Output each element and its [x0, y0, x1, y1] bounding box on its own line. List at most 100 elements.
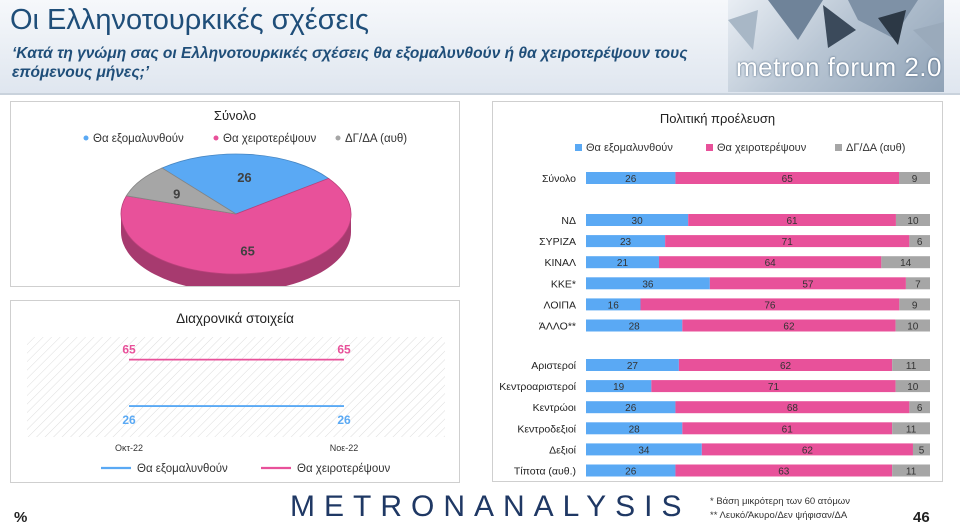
row-label: Κεντροδεξιοί [517, 423, 576, 435]
bar-segment-dk [899, 172, 930, 184]
bar-segment-worsen [688, 214, 896, 226]
bar-value-label: 5 [919, 445, 925, 456]
pie-label-dk: 9 [173, 186, 180, 201]
bar-row: ΝΔ 30 61 10 [561, 214, 930, 227]
bar-segment-improve [586, 464, 676, 477]
bar-value-label: 11 [906, 361, 917, 372]
bar-value-label: 26 [625, 174, 637, 185]
pie-slice-improve [161, 153, 330, 215]
bar-value-label: 34 [638, 445, 650, 456]
bar-segment-worsen [709, 277, 906, 290]
bar-segment-improve [586, 359, 679, 371]
bar-segment-worsen [651, 380, 896, 393]
plot-area [27, 337, 445, 437]
bar-value-label: 11 [906, 467, 917, 478]
bar-row: ΆΛΛΟ** 28 62 10 [539, 319, 930, 333]
row-label: ΛΟΙΠΑ [544, 299, 576, 311]
row-label: Κεντρώοι [533, 402, 577, 414]
legend-label-worsen: Θα χειροτερέψουν [223, 133, 317, 145]
bar-segment-dk [895, 319, 930, 332]
legend-label-worsen: Θα χειροτερέψουν [717, 142, 807, 154]
line-label-improve: 26 [122, 413, 136, 427]
logo-text: metron forum 2.0 [736, 52, 942, 82]
bar-segment-dk [899, 298, 930, 311]
bar-value-label: 9 [912, 174, 918, 185]
bar-segment-dk [912, 443, 930, 456]
legend-label-improve: Θα εξομαλυνθούν [93, 133, 184, 145]
bar-value-label: 10 [907, 382, 919, 393]
pie-legend: Θα εξομαλυνθούν Θα χειροτερέψουν ΔΓ/ΔΑ (… [83, 133, 407, 145]
page-subtitle: ‘Κατά τη γνώμη σας οι Ελληνοτουρκικές σχ… [12, 45, 688, 81]
bar-segment-improve [586, 422, 683, 435]
bar-row: Κεντρώοι 26 68 6 [533, 401, 930, 414]
bar-row: ΣΥΡΙΖΑ 23 71 6 [539, 235, 930, 248]
bar-value-label: 26 [625, 403, 637, 414]
bar-segment-dk [909, 401, 930, 414]
legend-label-improve: Θα εξομαλυνθούν [586, 142, 673, 154]
bar-row: Αριστεροί 27 62 11 [531, 359, 930, 372]
bar-value-label: 11 [906, 424, 917, 435]
header-divider [0, 93, 960, 95]
bar-segment-dk [881, 256, 930, 269]
bar-value-label: 6 [917, 237, 923, 248]
political-origin-panel: Πολιτική προέλευση Θα εξομαλυνθούν Θα χε… [492, 101, 943, 482]
bar-value-label: 68 [787, 403, 799, 414]
trend-line-chart: 26 26 65 65 Οκτ-22 Νοε-22 Θα εξομαλυνθούν Θα … [27, 337, 445, 475]
stacked-bar-chart: Θα εξομαλυνθούν Θα χειροτερέψουν ΔΓ/ΔΑ (… [499, 142, 930, 478]
pie-panel: Σύνολο Θα εξομαλυνθούν Θα χειροτερέψουν … [10, 101, 460, 287]
bar-value-label: 16 [608, 300, 620, 311]
bar-segment-dk [895, 214, 930, 226]
bar-segment-worsen [665, 235, 910, 248]
bar-segment-dk [909, 235, 930, 248]
bar-segment-improve [586, 298, 641, 311]
percent-sign: % [14, 509, 28, 526]
pie-chart: Θα εξομαλυνθούν Θα χειροτερέψουν ΔΓ/ΔΑ (… [83, 133, 407, 286]
bar-value-label: 61 [782, 424, 794, 435]
bar-value-label: 7 [915, 279, 921, 290]
row-label: ΣΥΡΙΖΑ [539, 236, 576, 248]
bar-value-label: 30 [632, 216, 644, 227]
legend-label-worsen: Θα χειροτερέψουν [297, 463, 391, 475]
bar-segment-worsen [678, 359, 893, 371]
metronanalysis-logo: METRONANALYSIS [290, 490, 691, 523]
bar-segment-improve [586, 172, 676, 184]
bar-value-label: 62 [802, 445, 814, 456]
bar-value-label: 63 [778, 467, 790, 478]
legend-swatch-improve [575, 144, 582, 151]
trend-legend: Θα εξομαλυνθούν Θα χειροτερέψουν [101, 463, 391, 475]
bar-value-label: 19 [613, 382, 625, 393]
bar-segment-improve [586, 401, 676, 414]
metron-forum-logo: metron forum 2.0 [728, 0, 944, 92]
logo-art-icon [728, 0, 944, 60]
row-label: Κεντροαριστεροί [499, 381, 576, 393]
bar-value-label: 64 [765, 258, 777, 269]
bar-row: Τίποτα (αυθ.) 26 63 11 [514, 464, 930, 478]
bar-segment-worsen [675, 172, 900, 184]
footnote-small-base: * Βάση μικρότερη των 60 ατόμων [710, 496, 850, 507]
row-label: Αριστεροί [531, 360, 576, 372]
bar-row: ΛΟΙΠΑ 16 76 9 [544, 298, 930, 311]
row-label: ΚΚΕ* [551, 278, 576, 290]
bar-segment-worsen [682, 422, 893, 435]
bar-segment-improve [586, 319, 683, 332]
bar-value-label: 71 [782, 237, 794, 248]
line-label-worsen: 65 [122, 343, 136, 357]
x-tick-label: Νοε-22 [330, 443, 359, 453]
bar-value-label: 9 [912, 300, 918, 311]
bar-value-label: 57 [802, 279, 814, 290]
bar-value-label: 10 [907, 322, 919, 333]
pie-title: Σύνολο [213, 108, 257, 123]
bar-value-label: 62 [783, 322, 795, 333]
bar-value-label: 62 [780, 361, 792, 372]
row-label: Τίποτα (αυθ.) [514, 466, 576, 478]
row-label: ΆΛΛΟ** [539, 321, 576, 333]
bar-segment-worsen [675, 464, 893, 477]
bar-segment-improve [586, 256, 659, 269]
pie-slice-worsen [120, 177, 352, 275]
bar-segment-worsen [701, 443, 913, 456]
bar-segment-improve [586, 443, 702, 456]
bar-segment-improve [586, 235, 666, 248]
legend-dot-improve [83, 135, 89, 141]
bar-value-label: 6 [917, 403, 923, 414]
pie-slice-dk [125, 167, 237, 215]
